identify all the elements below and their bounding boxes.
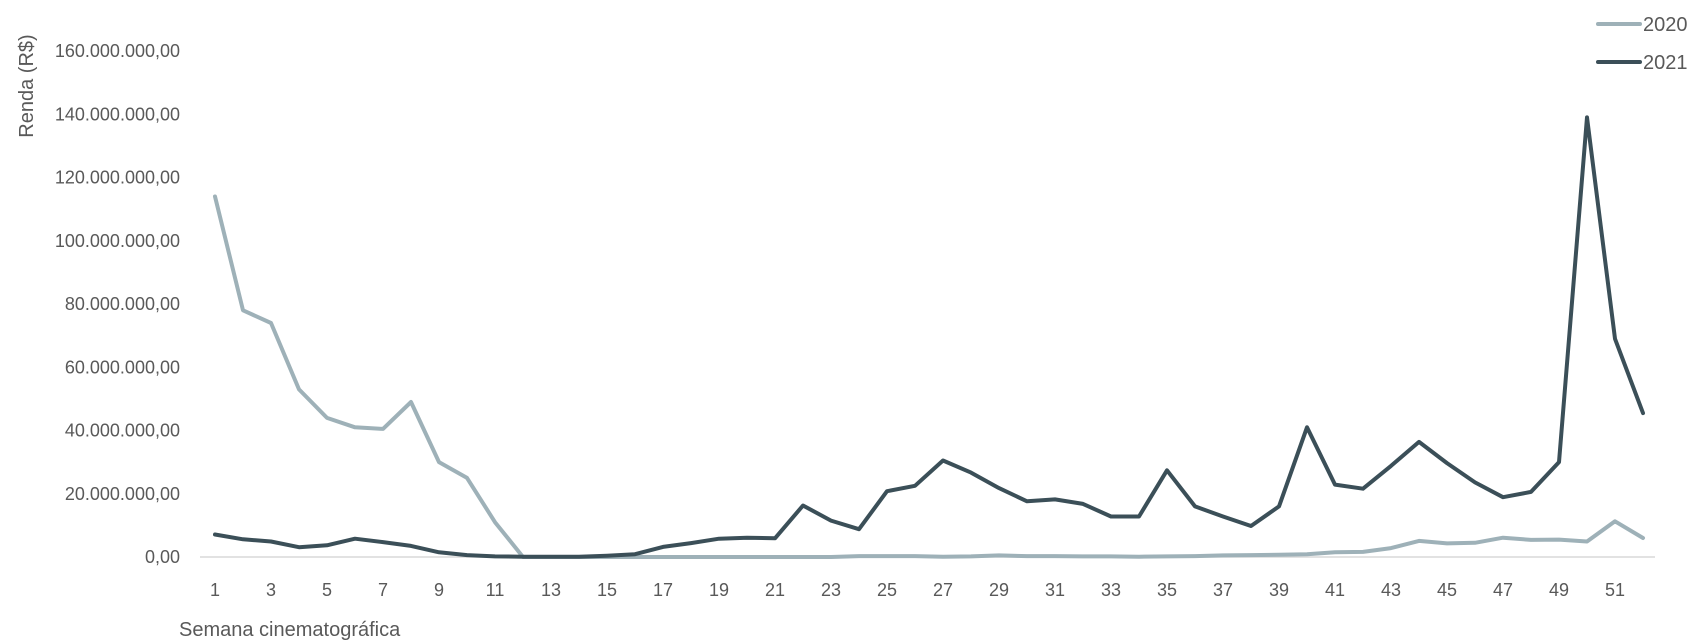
legend-label-2020: 2020 xyxy=(1643,14,1688,36)
x-tick-label: 25 xyxy=(877,580,897,600)
x-axis-title: Semana cinematográfica xyxy=(179,619,401,641)
y-tick-label: 120.000.000,00 xyxy=(55,168,180,188)
x-tick-label: 39 xyxy=(1269,580,1289,600)
x-tick-label: 47 xyxy=(1493,580,1513,600)
x-tick-label: 1 xyxy=(210,580,220,600)
y-tick-label: 100.000.000,00 xyxy=(55,231,180,251)
series-lines xyxy=(213,115,1645,559)
legend-label-2021: 2021 xyxy=(1643,52,1688,74)
x-tick-label: 29 xyxy=(989,580,1009,600)
x-tick-label: 19 xyxy=(709,580,729,600)
x-tick-label: 33 xyxy=(1101,580,1121,600)
y-tick-label: 140.000.000,00 xyxy=(55,104,180,124)
x-tick-label: 11 xyxy=(486,580,505,600)
x-tick-label: 49 xyxy=(1549,580,1569,600)
series-line-2021 xyxy=(213,115,1645,559)
x-tick-label: 13 xyxy=(541,580,561,600)
y-tick-label: 0,00 xyxy=(145,547,180,567)
x-tick-label: 17 xyxy=(653,580,673,600)
x-tick-label: 31 xyxy=(1045,580,1065,600)
y-tick-label: 60.000.000,00 xyxy=(65,357,180,377)
x-tick-label: 43 xyxy=(1381,580,1401,600)
x-axis-ticks: 1 3 5 7 9 11 13 15 17 19 21 23 25 27 29 31 33 35 37 39 41 43 4… xyxy=(210,580,1625,600)
y-tick-label: 80.000.000,00 xyxy=(65,294,180,314)
x-tick-label: 15 xyxy=(597,580,617,600)
x-tick-label: 23 xyxy=(821,580,841,600)
x-tick-label: 9 xyxy=(434,580,444,600)
x-tick-label: 51 xyxy=(1605,580,1625,600)
x-tick-label: 7 xyxy=(378,580,388,600)
y-axis-ticks: 0,00 20.000.000,00 40.000.000,00 60.000.000… xyxy=(55,41,180,567)
x-tick-label: 37 xyxy=(1213,580,1233,600)
series-line-2020 xyxy=(213,194,1645,559)
legend: 2020 2021 xyxy=(1596,14,1688,74)
x-tick-label: 21 xyxy=(765,580,785,600)
x-tick-label: 3 xyxy=(266,580,276,600)
x-tick-label: 5 xyxy=(322,580,332,600)
x-tick-label: 41 xyxy=(1325,580,1345,600)
y-tick-label: 20.000.000,00 xyxy=(65,484,180,504)
x-tick-label: 45 xyxy=(1437,580,1457,600)
x-tick-label: 35 xyxy=(1157,580,1177,600)
y-axis-title: Renda (R$) xyxy=(16,34,38,137)
y-tick-label: 40.000.000,00 xyxy=(65,421,180,441)
x-tick-label: 27 xyxy=(933,580,953,600)
y-tick-label: 160.000.000,00 xyxy=(55,41,180,61)
